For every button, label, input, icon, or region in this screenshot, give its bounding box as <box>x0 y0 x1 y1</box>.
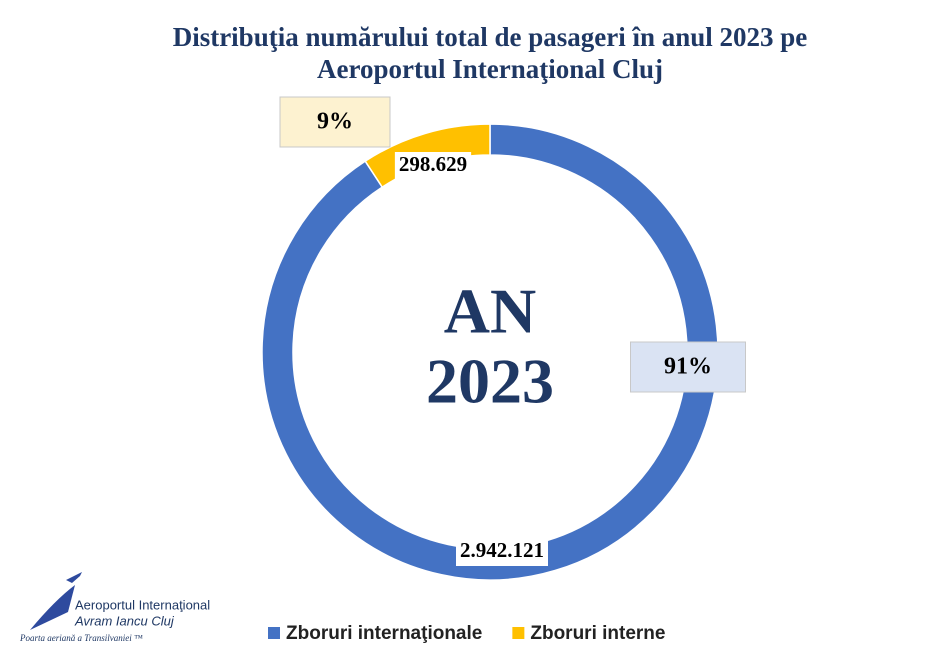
value-label-box <box>456 538 548 566</box>
logo: Aeroportul Internaţional Avram Iancu Clu… <box>19 572 210 643</box>
center-text: 2023 <box>426 346 554 417</box>
logo-slogan: Poarta aeriană a Transilvaniei ™ <box>19 633 143 643</box>
legend-swatch <box>512 627 525 639</box>
value-label-text: 2.942.121 <box>460 538 544 562</box>
value-label-box <box>394 152 472 180</box>
logo-plane <box>66 572 82 583</box>
chart-title: Distribuţia numărului total de pasageri … <box>173 22 808 52</box>
value-label: 2.942.121 <box>456 538 548 566</box>
legend-swatch <box>268 627 280 639</box>
chart-title: Aeroportul Internaţional Cluj <box>317 54 663 84</box>
center-text: AN <box>444 276 536 347</box>
percent-label-box <box>630 341 746 393</box>
logo-icon <box>30 585 75 630</box>
legend-label: Zboruri interne <box>530 623 665 644</box>
legend-label: Zboruri internaţionale <box>286 623 482 644</box>
percent-label: 91% <box>664 354 712 380</box>
value-label-text: 298.629 <box>399 152 467 176</box>
logo-text: Avram Iancu Cluj <box>74 613 175 628</box>
percent-label-box <box>279 96 391 148</box>
donut-segment <box>261 123 719 581</box>
value-label: 298.629 <box>394 152 472 180</box>
percent-label: 9% <box>317 109 353 135</box>
logo-text: Aeroportul Internaţional <box>75 597 210 612</box>
